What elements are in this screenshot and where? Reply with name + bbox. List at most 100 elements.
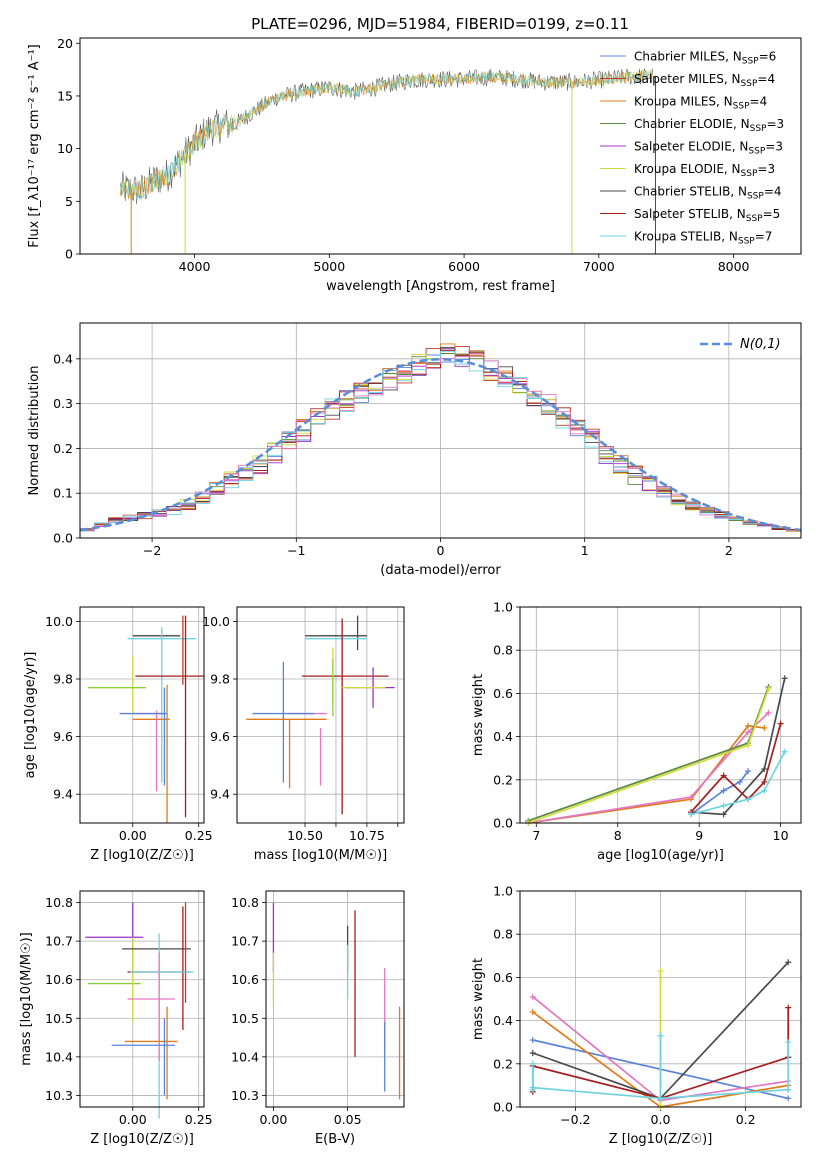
series-marker [745,796,752,803]
legend-label: N(0,1) [740,337,781,352]
y-tick-label: 0.0 [493,1100,513,1115]
y-tick-label: 0.2 [493,1056,513,1071]
x-tick-label: −1 [287,543,305,558]
legend-label: Salpeter MILES, NSSP=4 [634,72,775,89]
y-tick-label: 10.0 [202,614,230,629]
y-tick-label: 0.8 [493,927,513,942]
y-tick-label: 9.8 [210,672,230,687]
series-marker [781,748,788,755]
x-tick-label: 10.50 [287,828,323,843]
x-tick-label: 0.25 [185,828,213,843]
x-tick-label: 10.75 [349,828,385,843]
series-marker [785,959,792,966]
series-marker [785,1095,792,1102]
x-tick-label: 0.00 [259,1112,287,1127]
x-tick-label: 9 [695,828,703,843]
x-tick-label: 4000 [179,259,211,274]
series-marker [761,778,768,785]
y-tick-label: 0.2 [493,772,513,787]
y-tick-label: 10.7 [231,934,259,949]
series-marker [529,993,536,1000]
y-tick-label: 10.6 [231,972,259,987]
series-marker [745,742,752,749]
series-marker [529,1037,536,1044]
x-tick-label: 0.05 [334,1112,362,1127]
y-tick-label: 9.6 [210,729,230,744]
series-line [690,678,786,816]
plot-frame [265,890,405,1108]
legend-label: Salpeter STELIB, NSSP=5 [634,207,780,224]
y-tick-label: 10.0 [45,614,73,629]
series-marker [529,1008,536,1015]
series-line [527,686,770,822]
y-tick-label: 9.6 [53,729,73,744]
legend-label: Kroupa ELODIE, NSSP=3 [634,162,775,179]
y-tick-label: 10.6 [45,972,73,987]
x-axis-label: mass [log10(M/M☉)] [254,848,387,863]
gaussian-curve [80,357,801,532]
legend-label: Kroupa MILES, NSSP=4 [634,95,767,112]
y-tick-label: 15 [57,88,73,103]
y-tick-label: 0.6 [493,970,513,985]
x-axis-label: Z [log10(Z/Z☉)] [90,1132,194,1147]
series-marker [745,729,752,736]
x-tick-label: 6000 [448,259,480,274]
x-axis-label: Z [log10(Z/Z☉)] [609,1132,713,1147]
series-marker [777,720,784,727]
series-marker [745,722,752,729]
y-axis-label: age [log10(age/yr)] [23,652,38,779]
series-marker [736,778,743,785]
plot-frame [519,606,802,824]
y-tick-label: 9.4 [210,787,230,802]
series-marker [761,724,768,731]
hist-steps [80,343,801,538]
y-tick-label: 0.1 [53,486,73,501]
series-line [527,724,765,824]
plot-frame [79,606,205,824]
y-tick-label: 0.8 [493,643,513,658]
axes-mass-vs-EBV: 0.00 0.05 10.3 10.4 10.5 10.6 10.7 10.8 E(B-V) [231,891,404,1147]
axes-spectrum: 4000 5000 6000 7000 8000 0 5 10 15 20 wavelength [… [27,36,750,294]
x-tick-label: 10 [773,828,789,843]
x-tick-label: 1 [581,543,589,558]
series-marker [761,787,768,794]
axes-age-vs-Z: 0.00 0.25 9.4 9.6 9.8 10.0 Z [log10(Z/Z☉)] age … [23,607,213,863]
x-tick-label: 8 [614,828,622,843]
series-marker [785,1039,792,1046]
series-marker [529,1050,536,1056]
y-tick-label: 20 [57,36,73,51]
legend-label: Kroupa STELIB, NSSP=7 [634,230,772,247]
series-line [527,712,769,824]
series-marker [761,766,768,772]
legend-label: Chabrier ELODIE, NSSP=3 [634,117,784,134]
x-axis-label: (data-model)/error [380,563,501,578]
plot-frame [519,890,802,1108]
legend-label: Chabrier MILES, NSSP=6 [634,50,776,67]
plot-frame [79,890,205,1108]
y-tick-label: 10 [57,141,73,156]
y-tick-label: 9.8 [53,672,73,687]
series-marker [688,794,695,801]
y-tick-label: 0.0 [493,816,513,831]
y-tick-label: 10.5 [45,1011,73,1026]
x-tick-label: 0.0 [651,1112,671,1127]
series-marker [720,787,727,794]
series-marker [745,768,752,775]
series-marker [657,1032,664,1039]
spectrum-legend: Chabrier MILES, NSSP=6 Salpeter MILES, NS… [600,50,784,247]
series-marker [765,686,772,693]
y-tick-label: 5 [65,194,73,209]
series-marker [688,811,695,818]
plot-frame [236,606,405,824]
x-tick-label: 0.25 [185,1112,213,1127]
y-tick-label: 10.4 [45,1049,73,1064]
plot-frame [79,322,802,539]
x-tick-label: 7 [532,828,540,843]
y-tick-label: 10.3 [45,1088,73,1103]
plot-frame [79,37,802,255]
y-tick-label: 0.2 [53,441,73,456]
y-axis-label: mass [log10(M/M☉)] [19,932,34,1065]
series-marker [765,709,772,716]
